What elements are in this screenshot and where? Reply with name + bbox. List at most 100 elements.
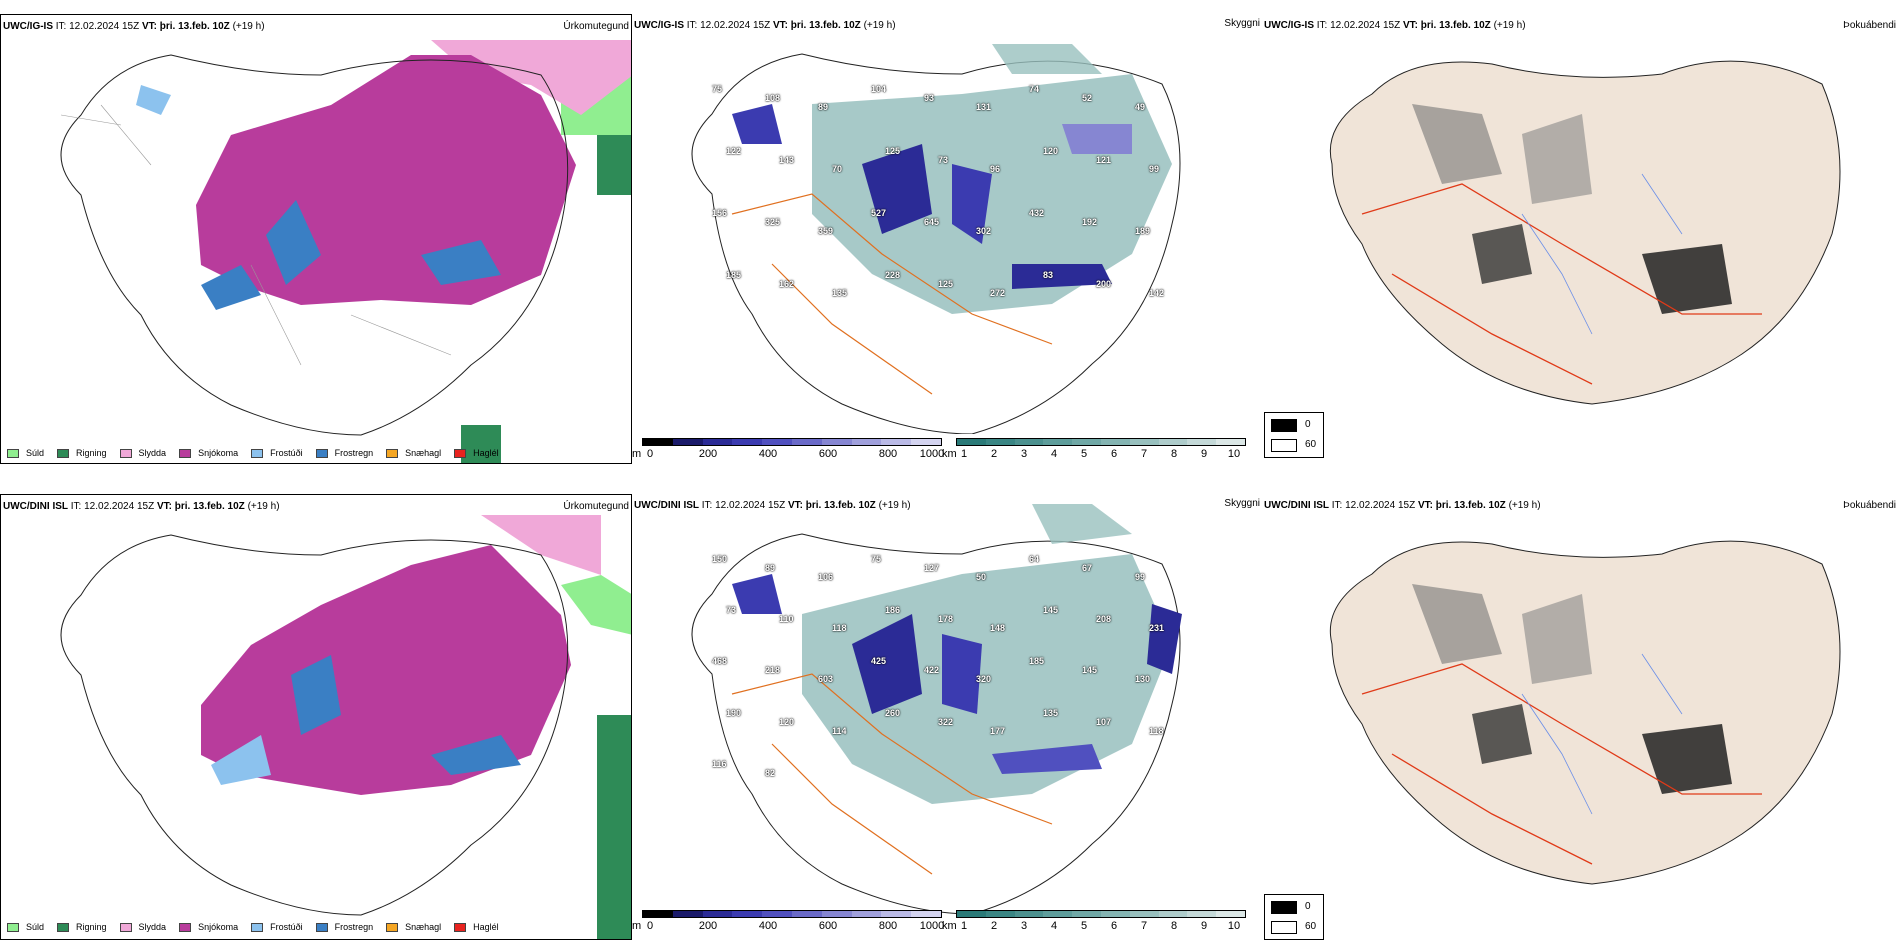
legend-swatch <box>251 448 264 458</box>
visibility-value-label: 64 <box>1029 554 1040 564</box>
scale-unit: m <box>632 920 642 932</box>
legend-item: Frostregn <box>315 448 373 458</box>
scale-tick: 5 <box>1080 920 1088 932</box>
panel-type-label: Skyggni <box>1224 498 1260 509</box>
visibility-value-label: 135 <box>1043 708 1059 718</box>
legend-swatch <box>57 448 70 458</box>
fog-legend: 0 60 <box>1264 894 1324 940</box>
map-canvas <box>691 504 1182 914</box>
visibility-value-label: 425 <box>871 656 887 666</box>
scale-tick: 1 <box>960 448 968 460</box>
visibility-value-label: 432 <box>1029 208 1045 218</box>
panel-title: UWC/DINI ISL IT: 12.02.2024 15Z VT: þri.… <box>3 501 280 512</box>
visibility-map-igis: UWC/IG-IS IT: 12.02.2024 15Z VT: þri. 13… <box>632 14 1262 464</box>
visibility-value-label: 185 <box>1029 656 1045 666</box>
visibility-value-label: 50 <box>976 572 987 582</box>
scale-unit: m <box>632 448 642 460</box>
visibility-value-label: 75 <box>712 84 723 94</box>
scale-bar <box>956 438 1246 446</box>
panel-title: UWC/DINI ISL IT: 12.02.2024 15Z VT: þri.… <box>1264 500 1541 511</box>
visibility-value-label: 107 <box>1096 717 1112 727</box>
precip-legend: Súld Rigning Slydda Snjókoma Frostúði Fr… <box>7 919 512 935</box>
fog-indicator-map-igis: UWC/IG-IS IT: 12.02.2024 15Z VT: þri. 13… <box>1262 14 1900 464</box>
visibility-value-label: 120 <box>1043 146 1059 156</box>
visibility-value-label: 190 <box>726 708 742 718</box>
scale-tick: 600 <box>818 448 838 460</box>
visibility-value-label: 75 <box>871 554 882 564</box>
legend-swatch <box>119 922 132 932</box>
visibility-value-label: 468 <box>712 656 728 666</box>
visibility-value-label: 142 <box>1149 288 1165 298</box>
scale-tick: 4 <box>1050 448 1058 460</box>
visibility-value-label: 156 <box>712 208 728 218</box>
legend-item: Slydda <box>119 448 166 458</box>
legend-item: Frostúði <box>251 448 303 458</box>
visibility-value-label: 125 <box>938 279 954 289</box>
visibility-scale-km: km 1 2 3 4 5 6 7 8 9 10 <box>942 438 1246 462</box>
scale-tick: 7 <box>1140 448 1148 460</box>
scale-tick: 1000 <box>919 448 945 460</box>
scale-bar <box>956 910 1246 918</box>
visibility-value-label: 82 <box>765 768 776 778</box>
legend-swatch <box>7 922 19 932</box>
visibility-value-label: 178 <box>938 614 954 624</box>
visibility-value-label: 186 <box>885 605 901 615</box>
map-canvas <box>60 40 631 463</box>
fog-legend-label: 60 <box>1305 439 1317 450</box>
visibility-value-label: 130 <box>1135 674 1151 684</box>
scale-tick: 3 <box>1020 920 1028 932</box>
scale-tick: 600 <box>818 920 838 932</box>
legend-item: Snjókoma <box>179 922 238 932</box>
legend-swatch <box>7 448 19 458</box>
visibility-value-label: 162 <box>779 279 795 289</box>
visibility-value-label: 52 <box>1082 93 1093 103</box>
visibility-value-label: 114 <box>832 726 847 736</box>
visibility-value-label: 83 <box>1043 270 1054 280</box>
legend-swatch <box>179 922 192 932</box>
scale-tick: 6 <box>1110 448 1118 460</box>
visibility-value-label: 99 <box>1135 572 1146 582</box>
fog-legend-label: 0 <box>1305 901 1311 912</box>
visibility-value-label: 208 <box>1096 614 1112 624</box>
visibility-value-label: 73 <box>726 605 737 615</box>
fog-legend-swatch <box>1271 419 1297 432</box>
visibility-value-label: 148 <box>990 623 1006 633</box>
legend-item: Snæhagl <box>386 448 441 458</box>
panel-type-label: Skyggni <box>1224 18 1260 29</box>
panel-type-label: Þokuábendi <box>1843 20 1896 31</box>
visibility-value-label: 320 <box>976 674 992 684</box>
scale-tick: 1 <box>960 920 968 932</box>
panel-type-label: Úrkomutegund <box>563 501 629 512</box>
legend-swatch <box>315 922 328 932</box>
visibility-value-label: 143 <box>779 155 795 165</box>
visibility-value-label: 131 <box>976 102 992 112</box>
visibility-value-label: 127 <box>924 563 940 573</box>
scale-tick: 8 <box>1170 448 1178 460</box>
panel-title: UWC/DINI ISL IT: 12.02.2024 15Z VT: þri.… <box>634 500 911 511</box>
legend-item: Súld <box>7 448 44 458</box>
map-canvas <box>691 44 1181 434</box>
legend-item: Snæhagl <box>386 922 441 932</box>
scale-bar <box>642 910 942 918</box>
legend-item: Rigning <box>57 922 107 932</box>
visibility-value-label: 189 <box>1135 226 1151 236</box>
visibility-value-label: 99 <box>1149 164 1160 174</box>
scale-tick: 400 <box>758 920 778 932</box>
fog-legend-swatch <box>1271 901 1297 914</box>
legend-swatch <box>454 922 467 932</box>
scale-tick: 9 <box>1200 920 1208 932</box>
legend-swatch <box>119 448 132 458</box>
scale-tick: 2 <box>990 448 998 460</box>
visibility-value-label: 260 <box>885 708 901 718</box>
visibility-value-label: 185 <box>726 270 742 280</box>
visibility-value-label: 93 <box>924 93 935 103</box>
scale-tick: 3 <box>1020 448 1028 460</box>
precip-legend: Súld Rigning Slydda Snjókoma Frostúði Fr… <box>7 445 512 461</box>
scale-tick: 4 <box>1050 920 1058 932</box>
visibility-value-label: 135 <box>832 288 848 298</box>
fog-legend-label: 60 <box>1305 921 1317 932</box>
legend-item: Slydda <box>119 922 166 932</box>
scale-tick: 8 <box>1170 920 1178 932</box>
scale-tick: 10 <box>1227 448 1241 460</box>
fog-legend-swatch <box>1271 439 1297 452</box>
